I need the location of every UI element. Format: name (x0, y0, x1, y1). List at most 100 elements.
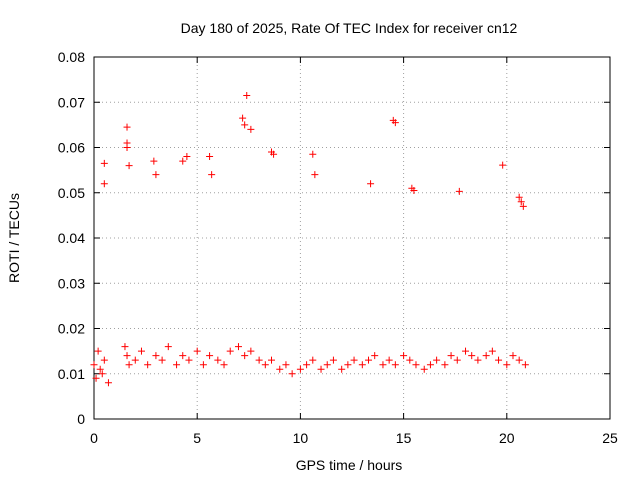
data-point (371, 352, 379, 360)
data-point (323, 361, 331, 369)
data-point (447, 352, 455, 360)
y-tick-label: 0.01 (58, 366, 85, 382)
data-point (495, 356, 503, 364)
data-point (521, 361, 529, 369)
data-point (468, 352, 476, 360)
data-point (94, 347, 102, 355)
data-point (199, 361, 207, 369)
data-point (96, 365, 104, 373)
y-tick-label: 0.07 (58, 94, 85, 110)
data-point (350, 356, 358, 364)
data-point (125, 162, 133, 170)
data-point (214, 356, 222, 364)
data-point (391, 119, 399, 127)
data-point (255, 356, 263, 364)
data-point (164, 343, 172, 351)
data-point (515, 193, 523, 201)
data-point (193, 347, 201, 355)
data-point (123, 352, 131, 360)
data-point (152, 171, 160, 179)
data-point (385, 356, 393, 364)
data-point (515, 356, 523, 364)
data-point (276, 365, 284, 373)
data-point (123, 144, 131, 151)
data-point (100, 180, 108, 188)
data-point (268, 356, 276, 364)
data-point (441, 361, 449, 369)
chart-title: Day 180 of 2025, Rate Of TEC Index for r… (181, 20, 518, 36)
x-tick-label: 10 (293, 430, 309, 446)
data-point (131, 356, 139, 364)
x-tick-label: 25 (602, 430, 618, 446)
data-point (152, 352, 160, 360)
y-tick-label: 0 (77, 411, 85, 427)
y-tick-label: 0.06 (58, 140, 85, 156)
data-point (241, 121, 249, 129)
y-tick-label: 0.08 (58, 49, 85, 65)
grid-lines (94, 57, 610, 419)
data-point (379, 361, 387, 369)
data-point (519, 202, 527, 210)
data-point (433, 356, 441, 364)
data-point (179, 352, 187, 360)
data-point (220, 361, 228, 369)
data-point (365, 356, 373, 364)
data-point (183, 153, 191, 161)
data-point (92, 374, 100, 382)
data-point (317, 365, 325, 373)
data-point (208, 171, 216, 179)
data-point (121, 343, 129, 351)
data-point (150, 157, 158, 165)
data-point (488, 347, 496, 355)
data-point (474, 356, 482, 364)
data-point (462, 347, 470, 355)
data-point (104, 379, 112, 387)
data-point (100, 159, 108, 167)
data-point (426, 361, 434, 369)
data-point (482, 352, 490, 360)
data-point (499, 161, 507, 169)
y-axis-ticks: 0 0.01 0.02 0.03 0.04 0.05 0.06 0.07 0.08 (58, 49, 610, 427)
data-point (261, 361, 269, 369)
x-axis-ticks: 0 5 10 15 20 25 (90, 57, 618, 446)
data-point (329, 356, 337, 364)
data-point (358, 361, 366, 369)
data-point (410, 186, 418, 194)
data-point (282, 361, 290, 369)
data-point (179, 157, 187, 165)
y-tick-label: 0.04 (58, 230, 85, 246)
data-point (125, 361, 133, 369)
data-point (144, 361, 152, 369)
data-point (226, 347, 234, 355)
data-point (391, 361, 399, 369)
data-point (367, 180, 375, 188)
data-point (517, 198, 525, 206)
data-point (406, 356, 414, 364)
data-point (241, 352, 249, 360)
data-point (296, 365, 304, 373)
data-point (137, 347, 145, 355)
data-point (158, 356, 166, 364)
data-point (338, 365, 346, 373)
data-point (309, 356, 317, 364)
data-point (100, 356, 108, 364)
data-point (412, 361, 420, 369)
data-point (311, 171, 319, 179)
data-point (400, 352, 408, 360)
data-point (344, 361, 352, 369)
x-tick-label: 5 (193, 430, 201, 446)
data-point (123, 123, 131, 131)
data-point (206, 352, 214, 360)
data-point (90, 361, 98, 369)
data-point (173, 361, 181, 369)
data-point (247, 125, 255, 133)
data-point (239, 114, 247, 122)
x-tick-label: 20 (499, 430, 515, 446)
data-point (270, 150, 278, 158)
data-point (309, 150, 317, 158)
y-axis-title: ROTI / TECUs (6, 193, 22, 283)
data-point (243, 91, 251, 99)
data-points (90, 91, 529, 387)
data-point (503, 361, 511, 369)
